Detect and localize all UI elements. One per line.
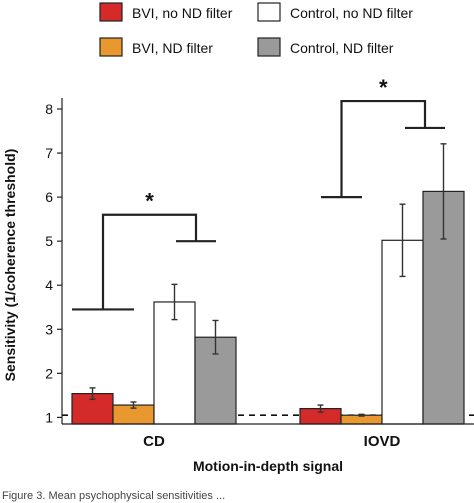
error-bars xyxy=(89,143,447,417)
figure-caption: Figure 3. Mean psychophysical sensitivit… xyxy=(2,490,225,502)
x-category-label-iovd: IOVD xyxy=(364,433,401,450)
x-category-label-cd: CD xyxy=(143,433,165,450)
x-axis-title: Motion-in-depth signal xyxy=(193,458,343,474)
legend-swatch-4 xyxy=(257,37,281,57)
y-tick-label-3: 3 xyxy=(45,321,53,337)
y-tick-label-1: 1 xyxy=(45,409,53,425)
legend-label-1: BVI, no ND filter xyxy=(132,5,233,21)
legend-label-4: Control, ND filter xyxy=(290,40,394,56)
legend-swatch-2 xyxy=(99,37,123,57)
bracket-0 xyxy=(101,213,198,310)
y-axis-title: Sensitivity (1/coherence threshold) xyxy=(2,149,18,382)
significance-star-1: * xyxy=(379,75,388,100)
legend-swatch-3 xyxy=(257,2,281,22)
x-axis: CD IOVD xyxy=(62,423,474,450)
y-tick-label-2: 2 xyxy=(45,365,53,381)
y-tick-label-8: 8 xyxy=(45,101,53,117)
y-tick-label-7: 7 xyxy=(45,145,53,161)
significance-brackets: ** xyxy=(72,75,445,311)
y-tick-label-4: 4 xyxy=(45,277,53,293)
bars xyxy=(71,190,465,425)
significance-star-0: * xyxy=(145,189,154,214)
y-tick-label-5: 5 xyxy=(45,233,53,249)
y-axis: 1 2 3 4 5 6 7 8 xyxy=(45,98,63,425)
y-tick-label-6: 6 xyxy=(45,189,53,205)
legend-swatch-1 xyxy=(99,2,123,22)
bar-cd-3 xyxy=(153,301,196,425)
legend: BVI, no ND filter BVI, ND filter Control, … xyxy=(99,2,413,57)
legend-label-3: Control, no ND filter xyxy=(290,5,413,21)
bracket-1 xyxy=(340,99,427,198)
legend-label-2: BVI, ND filter xyxy=(132,40,213,56)
